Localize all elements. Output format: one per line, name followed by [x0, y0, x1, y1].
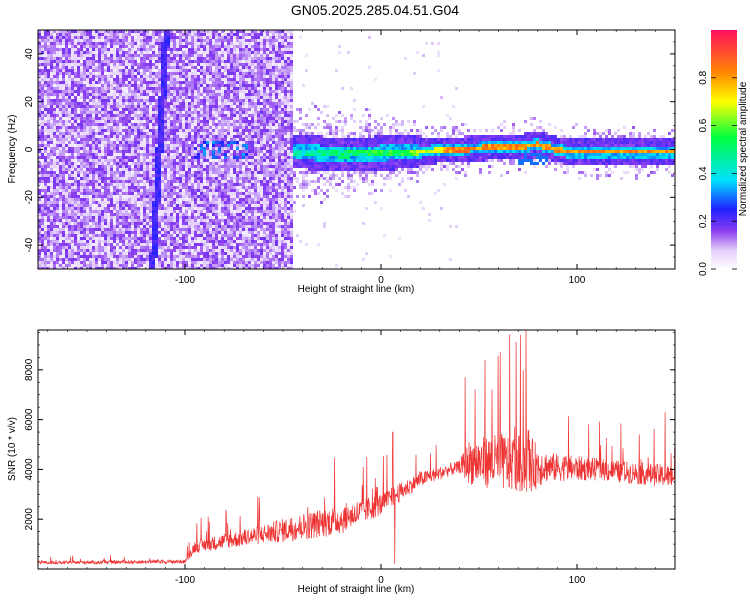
snr-x-axis-label: Height of straight line (km)	[298, 584, 415, 595]
snr-frame	[37, 329, 676, 570]
snr-panel: -100 0 100 2000 4000 6000 8000 Height of strai…	[7, 329, 676, 595]
spectrogram-ticks: -100 0 100 -40 -20 0 20 40	[24, 29, 676, 286]
spectrogram-heatmap	[38, 30, 675, 269]
botTicks-y-tick-label: 8000	[24, 358, 35, 381]
botTicks-x-tick-label: 100	[569, 575, 586, 586]
colorbar-label: Normalized spectral amplitude	[738, 81, 749, 216]
snr-ticks: -100 0 100 2000 4000 6000 8000	[24, 330, 676, 586]
colorbar: 0.0 0.2 0.4 0.6 0.8 Normalized spectral ampl…	[698, 30, 749, 276]
topTicks-y-tick-label: 40	[24, 48, 35, 60]
topTicks-y-tick-label: -40	[24, 237, 35, 252]
topTicks-x-tick-label: 0	[378, 275, 384, 286]
topTicks-y-tick-label: 0	[24, 146, 35, 152]
topTicks-x-tick-label: -100	[175, 275, 195, 286]
colorbar-tick-label: 0.0	[698, 262, 709, 276]
spectrogram-panel: -100 0 100 -40 -20 0 20 40 Height of straight l…	[7, 29, 676, 295]
colorbar-tick-label: 0.8	[698, 70, 709, 84]
snr-series-line	[38, 330, 675, 566]
snr-y-axis-label: SNR (10 * v/v)	[7, 417, 18, 481]
colorbar-tick-label: 0.4	[698, 166, 709, 180]
topTicks-y-tick-label: -20	[24, 190, 35, 205]
spectrogram-y-axis-label: Frequency (Hz)	[7, 115, 18, 184]
colorbar-tick-label: 0.2	[698, 214, 709, 228]
colorbar-ticks: 0.0 0.2 0.4 0.6 0.8	[698, 70, 737, 276]
botTicks-y-tick-label: 6000	[24, 408, 35, 431]
botTicks-y-tick-label: 4000	[24, 458, 35, 481]
spectrogram-x-axis-label: Height of straight line (km)	[298, 284, 415, 295]
topTicks-x-tick-label: 100	[569, 275, 586, 286]
colorbar-gradient	[711, 30, 737, 269]
botTicks-y-tick-label: 2000	[24, 508, 35, 531]
snr-background	[38, 330, 675, 569]
page-title: GN05.2025.285.04.51.G04	[290, 2, 460, 18]
topTicks-y-tick-label: 20	[24, 96, 35, 108]
botTicks-x-tick-label: -100	[175, 575, 195, 586]
colorbar-tick-label: 0.6	[698, 118, 709, 132]
botTicks-x-tick-label: 0	[378, 575, 384, 586]
